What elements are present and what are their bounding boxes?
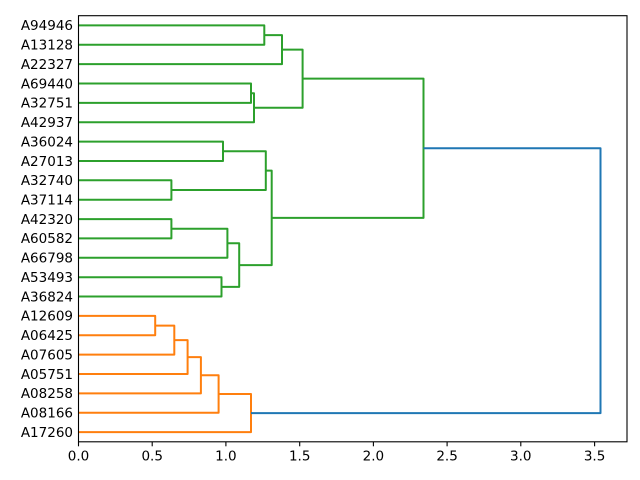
leaf-label: A36824 bbox=[21, 289, 73, 305]
dendrogram-link bbox=[78, 324, 176, 356]
dendrogram-link bbox=[78, 276, 223, 298]
dendrogram-link bbox=[254, 48, 304, 109]
leaf-label: A06425 bbox=[21, 328, 73, 344]
leaf-label: A32740 bbox=[21, 173, 73, 189]
dendrogram-link bbox=[78, 356, 202, 395]
leaf-label: A07605 bbox=[21, 347, 73, 363]
x-tick-label: 0.5 bbox=[141, 448, 162, 464]
dendrogram-link bbox=[171, 150, 267, 191]
leaf-label: A94946 bbox=[21, 18, 73, 34]
leaf-label: A08258 bbox=[21, 386, 73, 402]
leaf-label: A27013 bbox=[21, 154, 73, 170]
dendrogram-link bbox=[78, 227, 229, 259]
leaf-label: A36024 bbox=[21, 134, 73, 150]
leaf-label: A37114 bbox=[21, 193, 73, 209]
x-tick-label: 2.0 bbox=[363, 448, 384, 464]
leaf-label: A53493 bbox=[21, 270, 73, 286]
plot-border bbox=[77, 15, 628, 443]
leaf-label: A60582 bbox=[21, 231, 73, 247]
dendrogram-link bbox=[251, 147, 602, 415]
leaf-label: A12609 bbox=[21, 309, 73, 325]
leaf-label: A32751 bbox=[21, 96, 73, 112]
leaf-label: A05751 bbox=[21, 367, 73, 383]
leaf-label: A69440 bbox=[21, 76, 73, 92]
leaf-label: A13128 bbox=[21, 38, 73, 54]
dendrogram-link bbox=[78, 24, 266, 46]
dendrogram-link bbox=[78, 218, 173, 240]
dendrogram-link bbox=[239, 169, 273, 267]
x-tick-label: 0.0 bbox=[68, 448, 89, 464]
x-tick-label: 3.0 bbox=[510, 448, 531, 464]
dendrogram-link bbox=[78, 179, 173, 201]
x-tick-label: 1.0 bbox=[215, 448, 236, 464]
dendrogram-link bbox=[271, 77, 425, 219]
x-tick-label: 3.5 bbox=[584, 448, 605, 464]
dendrogram-link bbox=[78, 314, 157, 337]
dendrogram-link bbox=[78, 82, 252, 104]
x-tick-label: 1.5 bbox=[289, 448, 310, 464]
dendrogram-link bbox=[78, 92, 255, 124]
leaf-label: A08166 bbox=[21, 406, 73, 422]
dendrogram-link bbox=[78, 34, 283, 66]
x-tick-label: 2.5 bbox=[436, 448, 457, 464]
leaf-label: A22327 bbox=[21, 57, 73, 73]
leaf-label: A42937 bbox=[21, 115, 73, 131]
leaf-label: A66798 bbox=[21, 251, 73, 267]
dendrogram-link bbox=[78, 140, 224, 162]
leaf-label: A17260 bbox=[21, 425, 73, 441]
leaf-label: A42320 bbox=[21, 212, 73, 228]
dendrogram-link bbox=[221, 242, 241, 288]
dendrogram-link bbox=[78, 339, 189, 375]
